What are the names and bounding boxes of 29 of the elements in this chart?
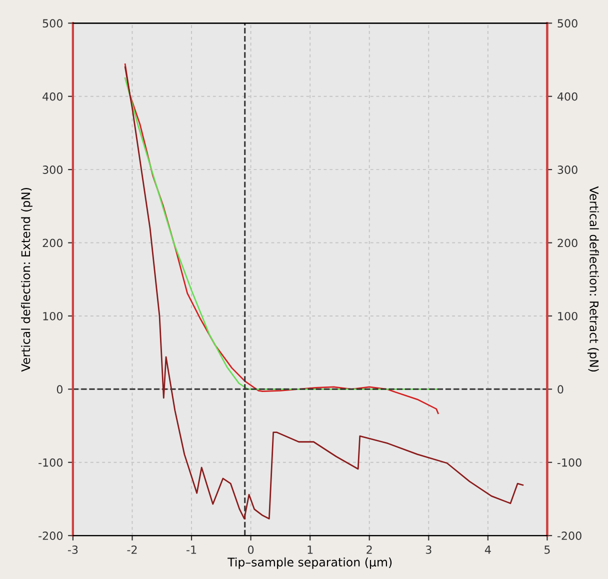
y-tick-label: 300 <box>42 166 62 174</box>
x-tick-label: 2 <box>366 545 372 554</box>
x-tick-label: -1 <box>186 546 196 554</box>
y-tick-label: 400 <box>42 92 62 101</box>
x-tick-label: -2 <box>127 545 137 554</box>
y-tick-label: -200 <box>38 532 62 540</box>
line-series <box>124 66 524 520</box>
y2-tick-label: 400 <box>557 92 578 101</box>
y2-tick-label: -100 <box>557 458 582 467</box>
y2-tick-label: 300 <box>558 166 578 174</box>
y2-axis-title: Vertical deflection: Retract (pN) <box>587 186 599 372</box>
y-tick-label: 0 <box>56 385 62 394</box>
x-tick-label: 4 <box>484 546 491 554</box>
y2-tick-label: 200 <box>558 238 578 248</box>
y-axis-title: Vertical deflection: Extend (pN) <box>21 188 32 372</box>
y-tick-label: 500 <box>42 19 62 28</box>
y-tick-label: 200 <box>42 238 62 248</box>
y2-tick-label: 500 <box>558 19 578 28</box>
x-tick-label: -3 <box>68 545 78 554</box>
y-tick-label: 100 <box>43 312 62 320</box>
y2-tick-label: -200 <box>557 532 582 540</box>
x-tick-label: 3 <box>426 545 432 554</box>
y-tick-label: -100 <box>38 458 62 467</box>
x-tick-label: 1 <box>308 546 313 554</box>
y2-tick-label: 0 <box>558 385 564 394</box>
x-tick-label: 0 <box>248 545 254 554</box>
x-tick-label: 5 <box>544 546 550 554</box>
x-axis-title: Tip–sample separation (µm) <box>228 557 392 569</box>
y2-tick-label: 100 <box>558 312 578 320</box>
